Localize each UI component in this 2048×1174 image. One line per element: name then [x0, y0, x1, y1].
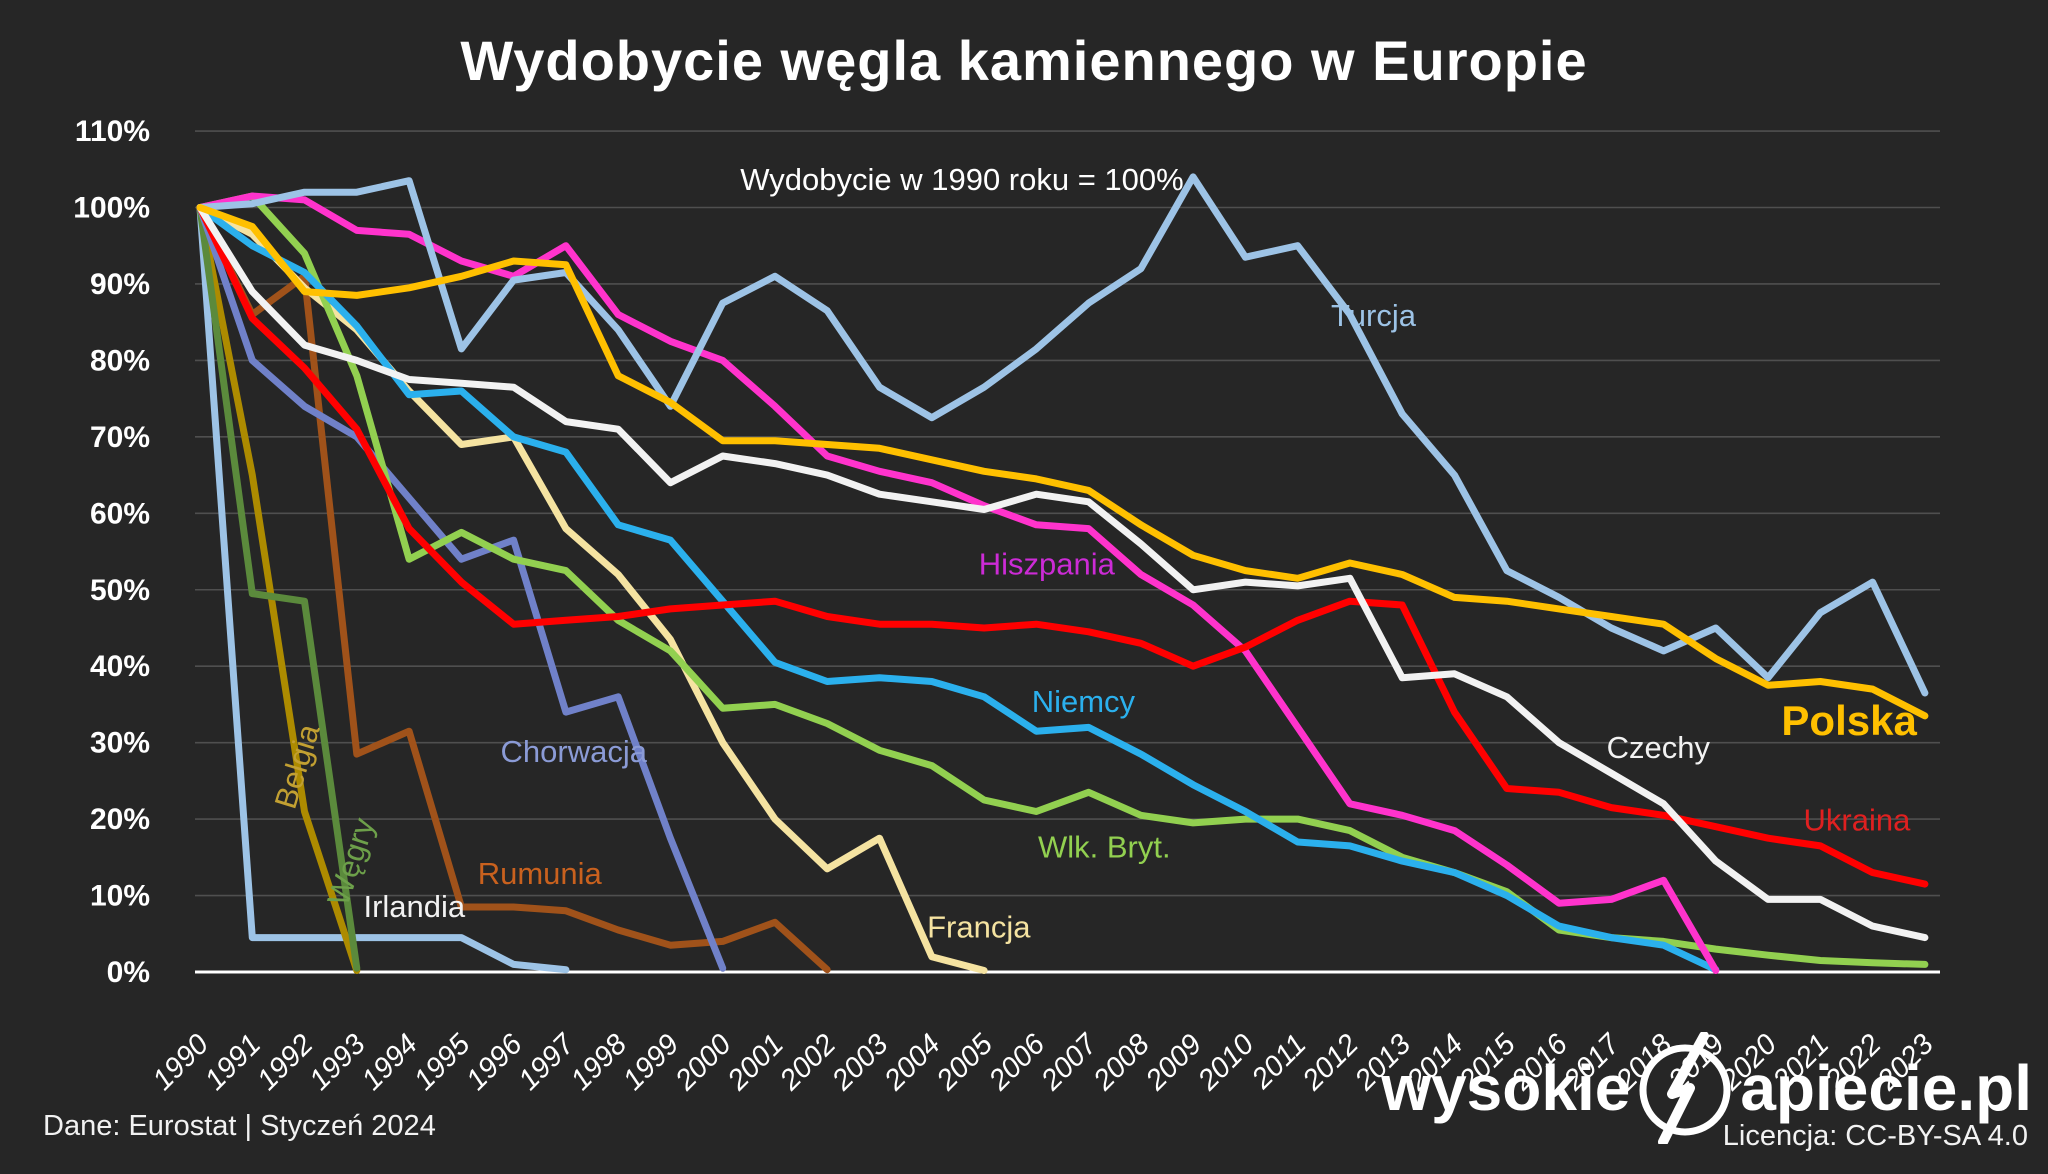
chart-subtitle: Wydobycie w 1990 roku = 100%	[740, 162, 1184, 197]
series-label-niemcy: Niemcy	[1032, 684, 1136, 719]
logo-wysokienapiecie: wysokie apiecie.pl	[1381, 1032, 2032, 1144]
line-hiszpania	[196, 192, 1720, 974]
y-tick-label-90: 90%	[90, 268, 150, 301]
series-label-ukraina: Ukraina	[1804, 803, 1912, 838]
series-label-irlandia: Irlandia	[363, 889, 465, 924]
line-czechy	[196, 204, 1929, 942]
logo-text-left: wysokie	[1381, 1052, 1631, 1124]
y-tick-label-100: 100%	[73, 192, 150, 225]
y-tick-label-110: 110%	[75, 115, 150, 148]
data-source-note: Dane: Eurostat | Styczeń 2024	[43, 1110, 436, 1142]
series-label-czechy: Czechy	[1607, 730, 1711, 765]
y-tick-label-20: 20%	[90, 803, 150, 836]
logo-text-right: apiecie.pl	[1740, 1052, 2032, 1124]
y-tick-label-0: 0%	[107, 956, 150, 989]
y-tick-label-10: 10%	[90, 880, 150, 913]
y-tick-label-30: 30%	[90, 727, 150, 760]
lightning-bolt-icon	[1639, 1032, 1731, 1144]
license-note: Licencja: CC-BY-SA 4.0	[1722, 1120, 2028, 1152]
series-label-turcja: Turcja	[1331, 298, 1417, 333]
y-tick-label-60: 60%	[90, 497, 150, 530]
series-label-chorwacja: Chorwacja	[501, 734, 648, 769]
y-tick-label-70: 70%	[90, 421, 150, 454]
line-irlandia	[196, 204, 570, 974]
series-label-polska: Polska	[1781, 697, 1917, 744]
line-w-gry	[196, 204, 361, 972]
y-tick-label-50: 50%	[90, 574, 150, 607]
series-label-rumunia: Rumunia	[478, 856, 603, 891]
series-label-francja: Francja	[927, 910, 1031, 945]
y-tick-label-40: 40%	[90, 650, 150, 683]
series-label-hiszpania: Hiszpania	[979, 546, 1116, 581]
line-polska	[196, 204, 1929, 720]
line-ukraina	[196, 204, 1929, 888]
line-chorwacja	[196, 204, 727, 972]
series-label-wlk-bryt-: Wlk. Bryt.	[1038, 829, 1171, 864]
y-tick-label-80: 80%	[90, 344, 150, 377]
line-turcja	[196, 173, 1929, 697]
line-belgia	[196, 204, 361, 974]
line-niemcy	[196, 204, 1720, 974]
chart-title: Wydobycie węgla kamiennego w Europie	[460, 29, 1588, 92]
